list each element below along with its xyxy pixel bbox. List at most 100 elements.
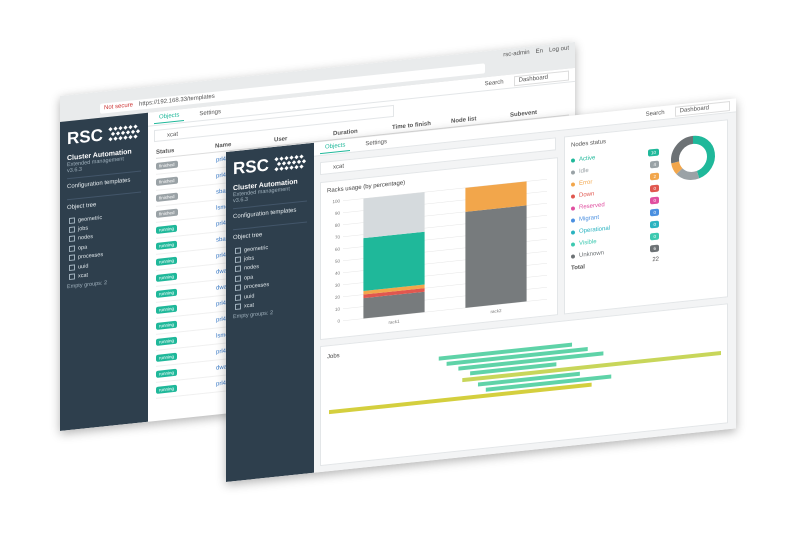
status-dot [571, 218, 575, 223]
logo-diamond [301, 159, 307, 164]
y-tick-label: 20 [335, 294, 340, 300]
search-button[interactable]: Search [645, 109, 665, 118]
job-bar [470, 362, 557, 376]
bar-segment [363, 288, 425, 299]
status-dot [571, 170, 575, 175]
y-tick-label: 90 [335, 210, 340, 216]
menu-item[interactable]: Configuration templates [67, 170, 141, 196]
job-bar [485, 374, 612, 392]
status-dot [571, 242, 575, 247]
job-bar [458, 351, 604, 371]
jobs-card: Jobs [320, 303, 728, 467]
logo-diamond [108, 137, 113, 142]
status-count: 4 [650, 159, 659, 168]
bar-segment [363, 291, 425, 319]
search-text: xcat [333, 163, 345, 171]
user-name: rsc-admin [503, 49, 530, 59]
status-badge: running [156, 288, 178, 298]
job-bar [462, 350, 721, 383]
browser-actions: rsc-admin En Log out [503, 46, 569, 59]
sidebar: RSC Cluster Automation Extended management… [226, 142, 314, 482]
status-count: 0 [650, 207, 659, 216]
status-badge: running [156, 352, 178, 362]
status-cell: running [156, 285, 216, 298]
menu-item[interactable]: Configuration templates [233, 200, 307, 226]
logo-diamond [281, 161, 287, 166]
jobs-timeline: Jobs [327, 342, 721, 415]
y-tick-label: 30 [335, 282, 340, 288]
logo-diamond [130, 129, 136, 134]
status-count: 2 [650, 171, 659, 180]
tab[interactable]: Settings [365, 138, 388, 147]
status-badge: running [156, 256, 178, 266]
status-count: 0 [650, 219, 659, 228]
status-cell: running [156, 365, 216, 378]
dashboard-select[interactable]: Dashboard [513, 70, 569, 86]
status-count: 6 [650, 243, 659, 252]
logo-diamond [133, 124, 138, 129]
job-bar [477, 371, 580, 387]
logo-mark [108, 124, 141, 142]
y-tick-label: 0 [337, 318, 340, 323]
card-title: Jobs [327, 353, 340, 360]
status-cell: running [156, 301, 216, 314]
header-action[interactable]: Log out [548, 45, 569, 54]
logo-diamond [274, 167, 279, 172]
logo-diamond [135, 129, 141, 134]
job-bar [438, 342, 573, 361]
tab[interactable]: Objects [154, 109, 185, 125]
logo-diamond [299, 164, 304, 169]
status-badge: running [156, 272, 178, 282]
status-dot [571, 158, 575, 163]
y-tick-label: 40 [335, 270, 340, 276]
logo-diamond [294, 154, 299, 160]
logo-diamond [123, 135, 128, 140]
status-cell: running [156, 253, 216, 266]
tab[interactable]: Settings [199, 108, 222, 117]
logo-diamond [284, 166, 289, 171]
racks-card: Racks usage (by percentage) 0 10 20 30 40 50 60… [320, 157, 558, 341]
front-window: RSC Cluster Automation Extended management… [226, 98, 736, 482]
logo-diamond [289, 165, 294, 170]
status-badge: finished [156, 176, 178, 186]
logo-diamond [286, 160, 292, 166]
status-cell: running [156, 381, 216, 394]
status-count: 10 [647, 147, 659, 157]
bar-segment [363, 231, 425, 291]
y-tick-label: 60 [335, 246, 340, 252]
logo-diamond [118, 136, 123, 141]
bar-segment [363, 192, 425, 239]
y-tick-label: 80 [335, 222, 340, 228]
status-badge: running [156, 336, 178, 346]
x-tick-label: rack1 [389, 319, 400, 325]
status-badge: running [156, 304, 178, 314]
job-bar [446, 346, 588, 366]
donut-segment [692, 135, 715, 179]
chart-title: Racks usage (by percentage) [327, 180, 405, 194]
logo-text: RSC [67, 125, 103, 149]
status-badge: running [156, 384, 178, 394]
status-cell: finished [156, 189, 216, 202]
status-cell: running [156, 269, 216, 282]
security-warning: Not secure [104, 102, 134, 112]
search-button[interactable]: Search [484, 78, 504, 87]
logo-diamond [274, 157, 279, 162]
logo-diamond [299, 154, 304, 159]
donut-chart [671, 135, 715, 181]
tab[interactable]: Objects [320, 139, 351, 155]
status-cell: finished [156, 173, 216, 186]
logo-diamond [294, 164, 299, 170]
status-badge: running [156, 368, 178, 378]
x-tick-label: rack2 [491, 308, 502, 314]
status-cell: running [156, 349, 216, 362]
bar-segment [465, 181, 527, 212]
header-action[interactable]: En [535, 48, 543, 56]
back-window: Not secure https://192.168.33/templates rs… [60, 41, 575, 432]
logo-diamond [110, 131, 116, 137]
status-badge: finished [156, 192, 178, 202]
status-badge: finished [156, 160, 178, 170]
status-badge: finished [156, 208, 178, 218]
donut-segment [671, 161, 683, 175]
url: https://192.168.33/templates [139, 93, 215, 108]
